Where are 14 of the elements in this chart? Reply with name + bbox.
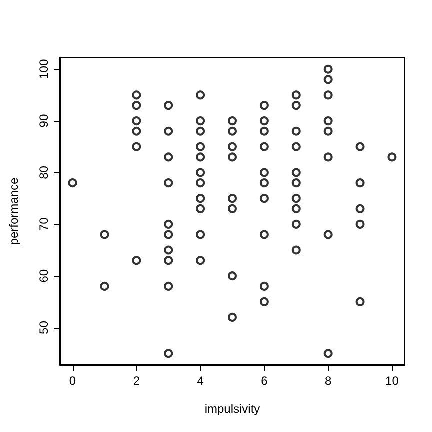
y-tick-label: 60 [37, 269, 51, 283]
y-tick-label: 70 [37, 217, 51, 232]
x-tick-label: 0 [69, 374, 76, 388]
x-tick-label: 2 [133, 374, 140, 388]
x-tick-label: 8 [324, 374, 332, 388]
y-tick-label: 100 [37, 59, 51, 80]
y-tick-label: 80 [37, 166, 51, 180]
x-tick-label: 10 [386, 374, 400, 388]
x-tick-label: 6 [261, 374, 268, 388]
y-axis-title: performance [7, 177, 21, 246]
y-tick-label: 50 [37, 320, 51, 334]
x-axis-title: impulsivity [204, 402, 260, 416]
x-tick-label: 4 [197, 374, 204, 388]
y-tick-label: 90 [37, 114, 51, 128]
